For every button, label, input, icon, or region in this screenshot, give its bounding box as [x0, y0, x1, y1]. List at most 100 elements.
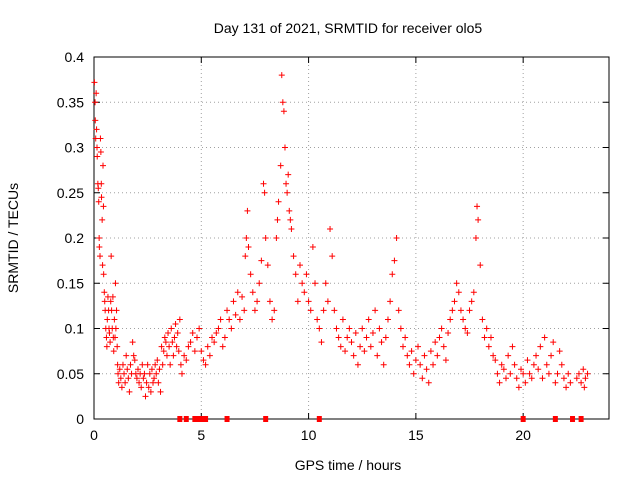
data-point — [432, 339, 439, 346]
data-point — [249, 289, 256, 296]
data-point — [410, 370, 417, 377]
data-point — [333, 325, 340, 332]
data-point — [287, 216, 294, 223]
data-point — [117, 375, 124, 382]
data-point — [447, 316, 454, 323]
data-point — [262, 235, 269, 241]
data-point — [95, 185, 102, 192]
y-tick-label: 0.15 — [57, 275, 84, 291]
data-point — [100, 271, 107, 278]
data-point — [477, 262, 484, 269]
data-point — [290, 253, 297, 260]
data-point — [520, 370, 527, 377]
data-point — [307, 307, 314, 314]
data-point — [136, 379, 143, 386]
data-point — [143, 379, 150, 386]
data-point — [309, 244, 316, 251]
data-point — [505, 352, 512, 359]
data-point — [221, 334, 228, 341]
data-point — [109, 293, 116, 300]
data-point — [582, 375, 589, 382]
data-point — [239, 293, 246, 300]
data-point — [204, 343, 211, 350]
data-point — [99, 216, 106, 223]
data-point — [100, 162, 107, 169]
data-point — [133, 375, 140, 382]
zero-value-marker — [224, 416, 230, 422]
data-point — [285, 171, 292, 178]
data-point — [183, 357, 190, 364]
data-point — [357, 343, 364, 350]
data-point — [215, 325, 222, 332]
data-point — [322, 280, 329, 287]
zero-value-marker — [578, 416, 584, 422]
y-tick-label: 0.25 — [57, 185, 84, 201]
data-point — [96, 235, 103, 241]
data-point — [522, 379, 529, 386]
x-axis-label: GPS time / hours — [295, 457, 402, 473]
data-point — [97, 149, 104, 156]
data-point — [92, 99, 99, 106]
data-point — [335, 334, 342, 341]
data-point — [103, 343, 110, 350]
data-point — [537, 343, 544, 350]
data-point — [170, 352, 177, 359]
data-point — [103, 334, 110, 341]
data-point — [427, 348, 434, 355]
data-point — [155, 379, 162, 386]
data-point — [93, 126, 100, 133]
data-point — [111, 316, 118, 323]
data-point — [359, 325, 366, 332]
data-point — [211, 339, 218, 346]
data-point — [421, 352, 428, 359]
data-point — [156, 366, 163, 373]
data-point — [256, 280, 263, 287]
data-point — [284, 189, 291, 196]
data-point — [200, 357, 207, 364]
data-point — [202, 361, 209, 368]
data-point — [99, 262, 106, 269]
data-point — [541, 334, 548, 341]
data-point — [151, 375, 158, 382]
data-point — [472, 235, 479, 241]
data-point — [281, 144, 288, 151]
data-point — [511, 361, 518, 368]
data-point — [166, 343, 173, 350]
data-point — [554, 370, 561, 377]
data-point — [312, 280, 319, 287]
data-point — [563, 384, 570, 391]
data-point — [264, 262, 271, 269]
y-tick-label: 0.05 — [57, 366, 84, 382]
data-point — [91, 79, 98, 86]
data-point — [451, 298, 458, 305]
data-point — [404, 352, 411, 359]
zero-value-marker — [570, 416, 576, 422]
data-point — [261, 189, 268, 196]
data-point — [174, 330, 181, 337]
zero-value-marker — [203, 416, 209, 422]
data-point — [181, 352, 188, 359]
data-point — [258, 257, 265, 264]
data-point — [129, 339, 136, 346]
data-point — [172, 320, 179, 327]
data-point — [178, 370, 185, 377]
data-point — [567, 379, 574, 386]
data-point — [580, 366, 587, 373]
data-point — [154, 357, 161, 364]
data-point — [104, 316, 111, 323]
data-point — [131, 357, 138, 364]
y-tick-label: 0.3 — [65, 140, 85, 156]
data-point — [344, 334, 351, 341]
data-point — [279, 99, 286, 106]
data-point — [297, 262, 303, 269]
data-point — [490, 352, 497, 359]
data-point — [171, 334, 178, 341]
data-point — [453, 280, 460, 287]
data-point — [107, 339, 114, 346]
data-point — [94, 153, 101, 160]
data-point — [415, 343, 422, 350]
data-point — [140, 375, 147, 382]
data-point — [384, 316, 391, 323]
data-point — [492, 357, 499, 364]
